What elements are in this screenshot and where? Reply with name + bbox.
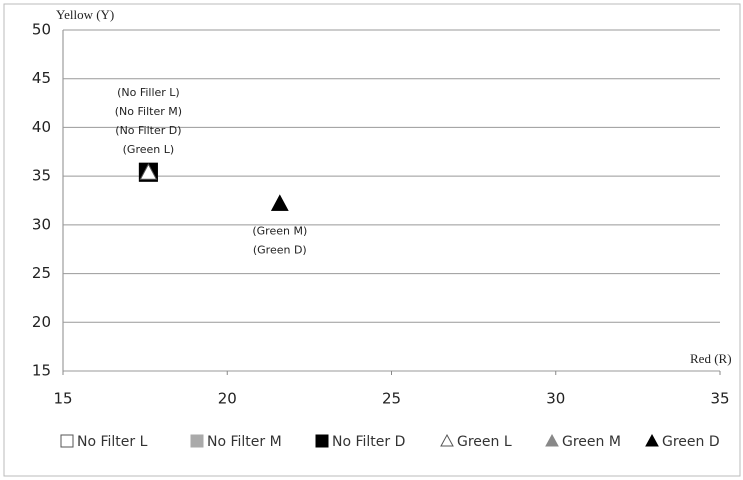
chart: Yellow (Y) Red (R) 15 20 25 30 35 40 45 50 15 20 2… xyxy=(0,0,743,480)
x-axis-label: Red (R) xyxy=(690,351,732,366)
x-tick-label: 30 xyxy=(546,390,565,408)
y-tick-label: 20 xyxy=(32,313,51,331)
legend-label: No Filter L xyxy=(77,434,148,450)
legend-marker xyxy=(191,435,203,447)
annotation: (Green M) xyxy=(252,224,307,237)
legend-marker xyxy=(61,435,73,447)
y-tick-label: 40 xyxy=(32,118,51,136)
legend-label: No Filter D xyxy=(332,434,405,450)
legend-label: Green M xyxy=(562,434,621,450)
annotation: (No Filter M) xyxy=(115,105,182,118)
y-tick-label: 15 xyxy=(32,362,51,380)
y-tick-label: 45 xyxy=(32,69,51,87)
legend-label: Green L xyxy=(457,434,512,450)
legend-marker xyxy=(316,435,328,447)
y-tick-label: 25 xyxy=(32,264,51,282)
x-tick-label: 15 xyxy=(53,390,72,408)
annotation: (No Filler L) xyxy=(117,86,180,99)
y-axis-label: Yellow (Y) xyxy=(56,7,114,22)
legend-label: Green D xyxy=(662,434,720,450)
legend-label: No Filter M xyxy=(207,434,282,450)
y-tick-label: 35 xyxy=(32,167,51,185)
x-tick-label: 35 xyxy=(710,390,729,408)
y-tick-label: 50 xyxy=(32,21,51,39)
chart-border xyxy=(4,4,740,476)
annotation: (Green L) xyxy=(123,143,175,156)
x-tick-label: 25 xyxy=(382,390,401,408)
x-tick-label: 20 xyxy=(218,390,237,408)
annotation: (No Filter D) xyxy=(115,124,181,137)
annotation: (Green D) xyxy=(253,243,307,256)
y-tick-label: 30 xyxy=(32,215,51,233)
